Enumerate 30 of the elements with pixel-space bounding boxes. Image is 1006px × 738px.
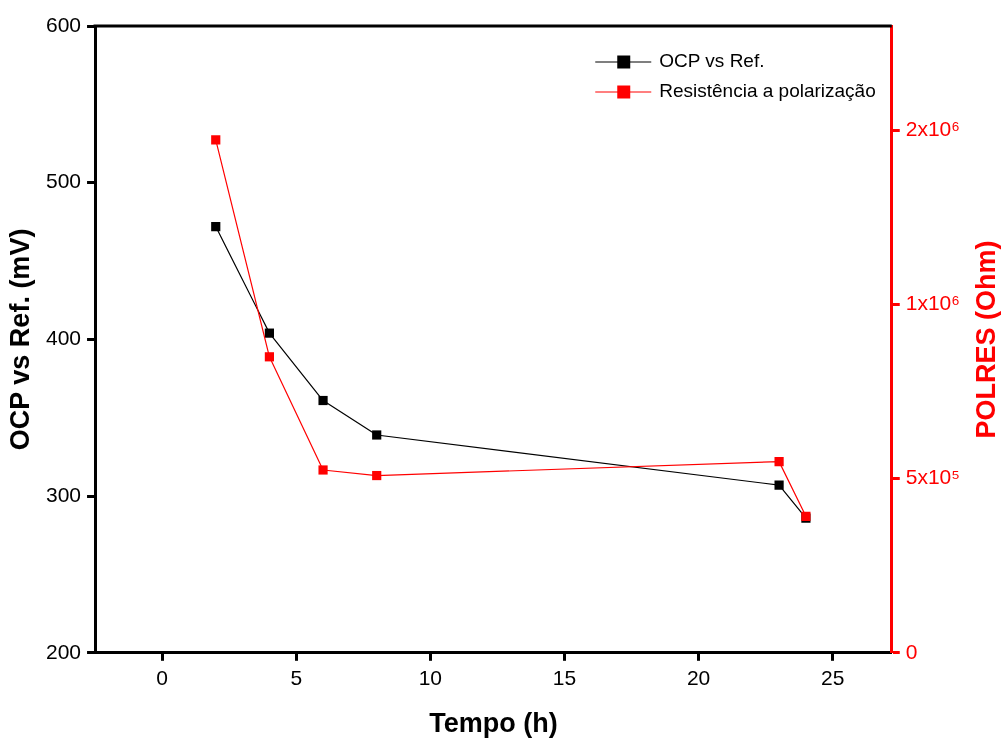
x-tick-label: 10 (418, 666, 443, 690)
point (774, 457, 784, 467)
point (211, 135, 221, 145)
point (264, 328, 274, 338)
point (318, 395, 328, 406)
x-tick-label: 5 (290, 666, 303, 690)
x-tick-label: 15 (552, 666, 577, 690)
point (774, 480, 784, 490)
point (211, 221, 221, 232)
y2-tick-label: 1x10⁶ (905, 291, 960, 315)
x-axis-title: Tempo (h) (429, 708, 558, 738)
legend-label: OCP vs Ref. (659, 50, 765, 72)
x-tick-label: 20 (686, 666, 711, 690)
y-tick-label: 300 (45, 482, 82, 506)
point (372, 430, 382, 440)
y-tick-label: 200 (45, 639, 82, 663)
y2-tick-label: 0 (905, 639, 918, 663)
y2-tick-label: 2x10⁶ (905, 117, 960, 141)
y2-axis-title: POLRES (Ohm) (971, 240, 1002, 439)
x-tick-label: 25 (821, 666, 845, 690)
y2-tick-label: 5x10⁵ (905, 465, 961, 489)
y-tick-label: 400 (45, 326, 82, 350)
y-tick-label: 500 (45, 169, 82, 193)
y-tick-label: 600 (45, 12, 82, 36)
point (264, 352, 274, 362)
point (372, 470, 382, 481)
point (318, 465, 328, 475)
y-axis-title: OCP vs Ref. (mV) (5, 228, 36, 451)
legend-label: Resistência a polarização (659, 80, 876, 102)
x-tick-label: 0 (156, 666, 168, 690)
